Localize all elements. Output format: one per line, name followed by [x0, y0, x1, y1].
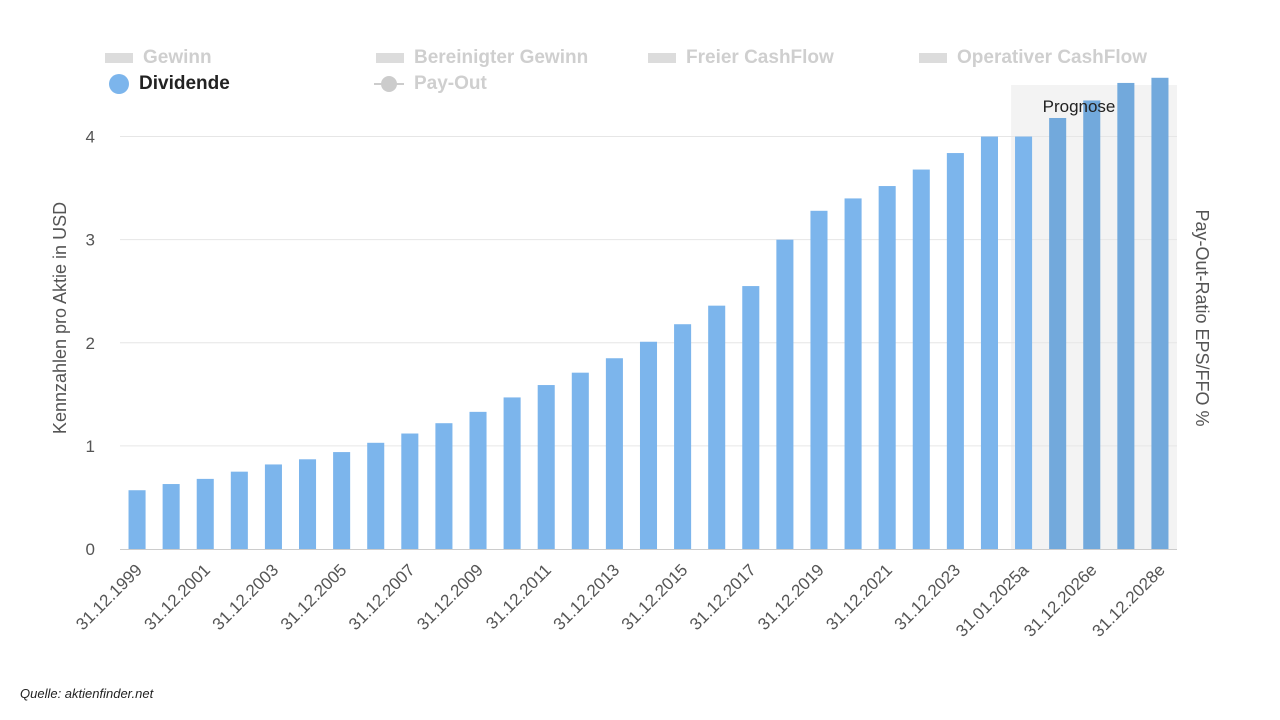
x-tick-label: 31.12.2011 — [482, 560, 555, 633]
bar[interactable] — [912, 169, 930, 549]
x-tick-label: 31.12.2013 — [550, 560, 624, 634]
bar[interactable] — [674, 324, 692, 549]
bar[interactable] — [1083, 100, 1101, 549]
bar[interactable] — [946, 153, 964, 549]
bar[interactable] — [299, 459, 317, 549]
bar[interactable] — [571, 372, 589, 549]
legend-swatch — [919, 53, 947, 63]
bar[interactable] — [196, 478, 214, 549]
legend-label: Operativer CashFlow — [957, 47, 1148, 68]
x-tick-label: 31.12.2028e — [1088, 560, 1168, 640]
y-tick-label: 1 — [86, 437, 95, 456]
bar[interactable] — [980, 136, 998, 550]
x-tick-label: 31.12.2003 — [209, 560, 283, 634]
x-tick-label: 31.12.2007 — [345, 560, 419, 634]
bar[interactable] — [776, 239, 794, 549]
legend-swatch — [374, 75, 404, 93]
legend-label: Bereinigter Gewinn — [414, 47, 589, 68]
bar[interactable] — [128, 490, 146, 549]
legend-swatch — [109, 74, 129, 94]
x-tick-label: 31.12.2023 — [891, 560, 965, 634]
forecast-label: Prognose — [1043, 97, 1116, 116]
bar[interactable] — [810, 210, 828, 549]
y-axis-title: Kennzahlen pro Aktie in USD — [50, 202, 70, 434]
y2-axis-title: Pay-Out-Ratio EPS/FFO % — [1192, 209, 1212, 426]
x-tick-label: 31.12.2019 — [754, 560, 828, 634]
bar[interactable] — [537, 385, 555, 549]
y-tick-label: 4 — [86, 128, 95, 147]
bar[interactable] — [605, 358, 623, 549]
bar[interactable] — [708, 305, 726, 549]
bar[interactable] — [639, 341, 658, 549]
bar[interactable] — [1151, 77, 1169, 549]
x-tick-label: 31.12.2017 — [686, 560, 760, 634]
legend-item-dividende[interactable]: Dividende — [109, 73, 230, 95]
source-note: Quelle: aktienfinder.net — [20, 686, 154, 701]
bar[interactable] — [401, 433, 419, 549]
legend-item-gewinn[interactable]: Gewinn — [105, 47, 212, 69]
legend-item-bereinigter-gewinn[interactable]: Bereinigter Gewinn — [376, 47, 588, 69]
bar[interactable] — [844, 198, 862, 549]
bar[interactable] — [367, 442, 385, 549]
legend-label: Pay-Out — [414, 73, 487, 94]
y-tick-label: 3 — [86, 231, 95, 250]
legend-item-freier-cashflow[interactable]: Freier CashFlow — [648, 47, 834, 69]
legend-swatch — [376, 53, 404, 63]
x-tick-label: 31.12.2015 — [618, 560, 692, 634]
legend-label: Freier CashFlow — [686, 47, 834, 68]
bar[interactable] — [742, 286, 760, 549]
bar[interactable] — [162, 484, 180, 549]
x-tick-label: 31.12.2001 — [140, 560, 214, 634]
bar[interactable] — [1117, 82, 1135, 549]
bar[interactable] — [333, 452, 351, 549]
x-tick-label: 31.12.2005 — [277, 560, 351, 634]
x-tick-label: 31.12.1999 — [72, 560, 146, 634]
x-tick-label: 31.12.2021 — [822, 560, 896, 634]
legend-item-pay-out[interactable]: Pay-Out — [374, 73, 487, 95]
bar[interactable] — [264, 464, 282, 549]
bar[interactable] — [230, 471, 248, 549]
bar[interactable] — [503, 397, 521, 549]
legend-label: Gewinn — [143, 47, 212, 68]
bar[interactable] — [1015, 136, 1033, 550]
x-tick-label: 31.12.2009 — [413, 560, 487, 634]
y-tick-label: 2 — [86, 334, 95, 353]
legend-item-operativer-cashflow[interactable]: Operativer CashFlow — [919, 47, 1147, 69]
legend-label: Dividende — [139, 73, 230, 94]
legend-swatch — [648, 53, 676, 63]
bar[interactable] — [878, 186, 896, 549]
bar[interactable] — [1049, 117, 1067, 550]
bar[interactable] — [469, 411, 487, 549]
legend-swatch — [105, 53, 133, 63]
bar[interactable] — [435, 423, 453, 549]
y-tick-label: 0 — [86, 540, 95, 559]
